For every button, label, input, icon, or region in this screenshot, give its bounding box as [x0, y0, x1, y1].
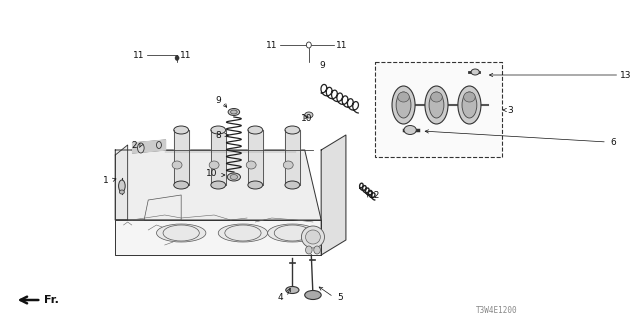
Text: 3: 3	[508, 106, 513, 115]
Text: T3W4E1200: T3W4E1200	[476, 306, 517, 315]
Ellipse shape	[248, 181, 262, 189]
Ellipse shape	[396, 92, 411, 118]
Ellipse shape	[404, 125, 416, 134]
Circle shape	[305, 246, 312, 254]
Ellipse shape	[305, 291, 321, 300]
Text: 1: 1	[102, 175, 108, 185]
Ellipse shape	[174, 181, 189, 189]
Ellipse shape	[156, 224, 206, 242]
Ellipse shape	[230, 174, 237, 180]
Ellipse shape	[211, 126, 226, 134]
Text: 10: 10	[301, 114, 312, 123]
Ellipse shape	[398, 92, 410, 102]
Polygon shape	[285, 130, 300, 185]
Ellipse shape	[301, 226, 324, 248]
Ellipse shape	[286, 286, 299, 293]
Polygon shape	[211, 130, 226, 185]
Ellipse shape	[285, 181, 300, 189]
Ellipse shape	[138, 143, 144, 153]
Ellipse shape	[230, 110, 237, 114]
Ellipse shape	[118, 180, 125, 192]
Ellipse shape	[120, 190, 124, 194]
Polygon shape	[115, 145, 127, 220]
Ellipse shape	[285, 126, 300, 134]
Ellipse shape	[156, 141, 161, 148]
Text: 13: 13	[620, 70, 632, 79]
Polygon shape	[115, 150, 321, 220]
Ellipse shape	[305, 230, 321, 244]
Ellipse shape	[174, 126, 189, 134]
Polygon shape	[115, 220, 321, 255]
Ellipse shape	[431, 92, 442, 102]
Ellipse shape	[471, 69, 479, 75]
Ellipse shape	[225, 225, 261, 241]
Ellipse shape	[305, 112, 313, 118]
Ellipse shape	[284, 161, 293, 169]
Ellipse shape	[268, 224, 317, 242]
Text: 9: 9	[319, 60, 325, 69]
Ellipse shape	[228, 108, 239, 116]
Text: 11: 11	[336, 41, 348, 50]
Text: 2: 2	[131, 140, 137, 149]
Polygon shape	[321, 135, 346, 255]
Ellipse shape	[172, 161, 182, 169]
Ellipse shape	[275, 225, 310, 241]
Bar	[374, 62, 502, 157]
Ellipse shape	[218, 224, 268, 242]
Ellipse shape	[227, 173, 241, 181]
Text: 9: 9	[215, 95, 221, 105]
Text: 12: 12	[369, 190, 380, 199]
Ellipse shape	[209, 161, 219, 169]
Text: 10: 10	[206, 169, 218, 178]
Text: 11: 11	[132, 51, 144, 60]
Polygon shape	[248, 130, 262, 185]
Polygon shape	[174, 130, 189, 185]
Text: 6: 6	[611, 138, 616, 147]
Ellipse shape	[392, 86, 415, 124]
Ellipse shape	[425, 86, 448, 124]
Ellipse shape	[462, 92, 477, 118]
Text: 11: 11	[266, 41, 278, 50]
Ellipse shape	[211, 181, 226, 189]
Text: 11: 11	[180, 51, 191, 60]
Ellipse shape	[163, 225, 199, 241]
Ellipse shape	[429, 92, 444, 118]
Ellipse shape	[463, 92, 475, 102]
Polygon shape	[132, 140, 166, 153]
Text: 5: 5	[337, 292, 343, 301]
Ellipse shape	[246, 161, 256, 169]
Ellipse shape	[248, 126, 262, 134]
Text: 4: 4	[277, 292, 283, 301]
Circle shape	[314, 246, 321, 254]
Text: Fr.: Fr.	[44, 295, 58, 305]
Text: 8: 8	[216, 131, 221, 140]
Circle shape	[175, 55, 179, 60]
Circle shape	[307, 42, 311, 48]
Ellipse shape	[458, 86, 481, 124]
